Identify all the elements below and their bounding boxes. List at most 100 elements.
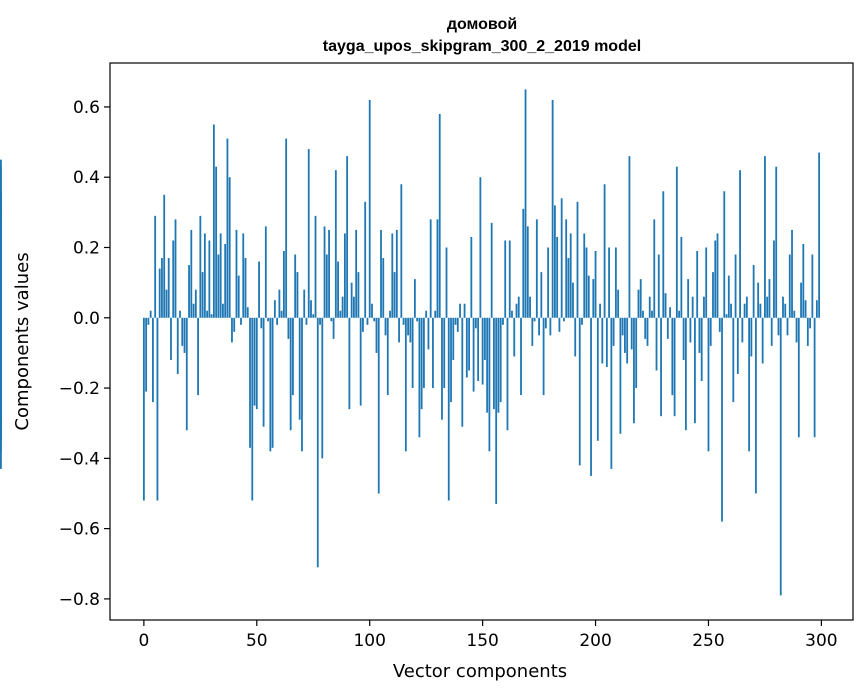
bar-44 [242,233,245,318]
bar-133 [443,317,446,389]
bar-53 [262,317,265,427]
bar-1 [145,317,148,392]
bar-60 [278,289,281,318]
bar-294 [806,317,809,346]
y-tick-label: −0.6 [59,520,100,540]
bar-299 [818,152,821,318]
bar-38 [228,177,231,318]
bar-226 [653,219,656,318]
bar-170 [526,226,529,318]
bar-237 [678,310,681,318]
bar-25 [199,215,202,318]
bar-197 [587,275,590,318]
bar-137 [452,317,455,360]
bar-286 [788,254,791,318]
bar-30 [210,314,213,318]
bar-62 [282,251,285,318]
bar-56 [269,317,272,452]
bar-224 [648,296,651,318]
bar-265 [741,317,744,343]
bar-4 [152,317,154,403]
bar-105 [380,229,382,318]
bar-67 [294,254,297,318]
bar-58 [273,300,276,318]
bar-238 [680,236,683,318]
bar-154 [490,222,493,318]
bar-284 [784,303,787,318]
bar-210 [617,289,620,318]
bar-123 [420,317,423,410]
bar-37 [226,138,229,318]
bar-undefined [0,317,2,410]
bar-192 [576,201,579,318]
bar-269 [750,317,753,357]
bar-167 [520,317,522,396]
chart-subtitle: tayga_upos_skipgram_300_2_2019 model [323,38,641,55]
bar-187 [565,219,568,318]
bar-207 [610,317,613,469]
y-axis-label: Components values [12,252,33,430]
bar-266 [743,303,746,318]
bar-135 [447,317,450,501]
bar-158 [499,317,502,403]
bar-243 [691,296,694,318]
bars-group [0,89,821,596]
bar-88 [341,296,344,318]
bar-33 [217,254,220,318]
bar-213 [624,317,626,353]
bar-12 [170,317,172,360]
bar-101 [371,303,373,318]
bar-247 [700,317,703,382]
bar-49 [253,317,256,406]
bar-181 [551,99,554,318]
bar-124 [423,317,425,389]
bar-90 [346,156,349,318]
x-tick-label: 0 [138,631,149,651]
bar-200 [594,251,597,318]
bar-85 [334,170,337,318]
bar-282 [779,317,782,596]
bar-263 [736,317,739,375]
bar-204 [603,184,606,318]
bar-248 [703,296,705,318]
bar-202 [599,303,601,318]
bar-156 [495,317,498,505]
bar-80 [323,226,326,318]
bar-100 [368,99,371,318]
bar-295 [809,317,811,329]
bar-278 [770,317,773,346]
bar-113 [398,317,400,343]
bar-289 [795,317,798,343]
bar-86 [337,261,339,318]
bar-162 [508,240,511,318]
x-tick-label: 150 [466,631,498,651]
bar-231 [664,293,667,318]
bar-159 [502,317,504,325]
bar-122 [418,317,421,438]
bar-57 [271,317,274,448]
bar-259 [727,275,730,318]
bar-22 [192,303,195,318]
bar-149 [479,177,482,318]
bar-8 [161,258,163,318]
bar-219 [637,289,640,318]
bar-50 [255,317,258,410]
bar-127 [429,219,432,318]
bar-73 [307,149,310,318]
bar-92 [350,282,353,318]
bar-66 [292,317,294,396]
bar-258 [725,314,728,318]
bar-230 [662,191,665,318]
bar-130 [436,219,439,318]
bar-83 [330,317,333,322]
bar-279 [773,240,775,318]
bar-292 [802,243,805,318]
bar-218 [635,317,638,389]
bar-257 [723,191,726,318]
bar-172 [531,317,534,346]
bar-151 [483,317,486,360]
bar-17 [181,317,184,346]
chart-title: домовой [447,16,517,33]
bar-23 [194,289,197,318]
bar-203 [601,317,604,364]
